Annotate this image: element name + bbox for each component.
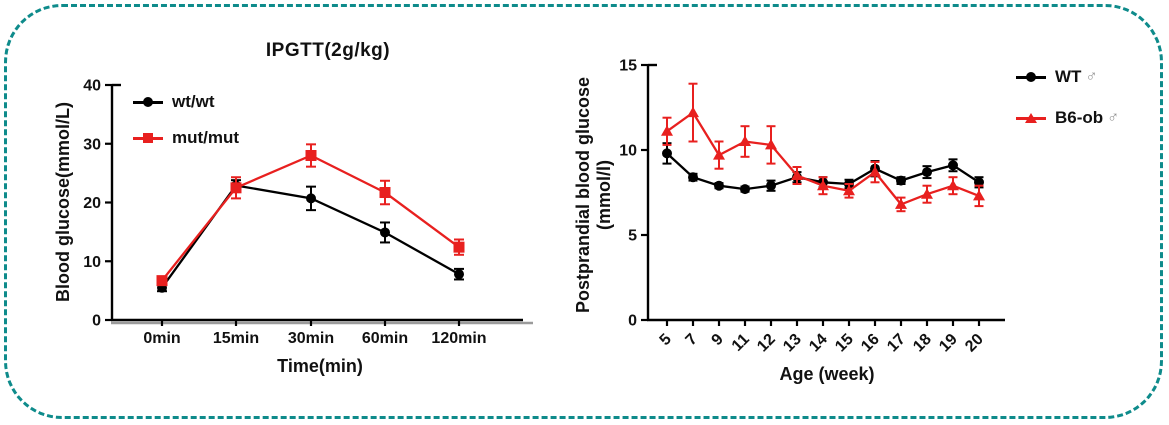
svg-text:15: 15 — [619, 58, 637, 75]
left-chart-legend: wt/wt mut/mut — [133, 92, 240, 147]
right-chart-legend: WT ♂ B6-ob ♂ — [1016, 67, 1120, 127]
legend-label-b6ob: B6-ob — [1055, 108, 1104, 127]
mutmut-series-marker-icon — [133, 130, 163, 146]
svg-text:13: 13 — [780, 331, 805, 356]
wt-series-marker-icon — [1016, 69, 1046, 85]
svg-text:16: 16 — [858, 331, 883, 356]
legend-label-wtwt: wt/wt — [172, 92, 215, 111]
male-symbol-icon: ♂ — [1085, 68, 1098, 85]
legend-item-mutmut: mut/mut — [133, 128, 240, 147]
male-symbol-icon: ♂ — [1107, 109, 1120, 126]
right-y-axis-label-line2: (mmol/l) — [594, 160, 614, 230]
svg-text:17: 17 — [884, 331, 909, 356]
left-x-axis-label: Time(min) — [277, 356, 363, 376]
svg-text:9: 9 — [709, 331, 727, 349]
svg-text:0: 0 — [92, 313, 101, 330]
legend-item-b6ob: B6-ob ♂ — [1016, 108, 1120, 127]
svg-text:18: 18 — [910, 331, 935, 356]
svg-text:5: 5 — [657, 331, 675, 349]
svg-text:15min: 15min — [213, 330, 259, 347]
svg-text:7: 7 — [683, 331, 701, 349]
svg-text:120min: 120min — [431, 330, 486, 347]
left-y-axis-label: Blood glucose(mmol/L) — [53, 102, 73, 302]
legend-item-wtwt: wt/wt — [133, 92, 239, 111]
svg-text:14: 14 — [806, 331, 831, 356]
svg-text:30: 30 — [83, 136, 101, 153]
svg-text:10: 10 — [619, 143, 637, 160]
right-y-axis-label: Postprandial blood glucose (mmol/l) — [573, 47, 615, 343]
svg-text:0min: 0min — [143, 330, 180, 347]
legend-label-wt: WT — [1055, 67, 1082, 86]
svg-text:40: 40 — [83, 78, 101, 95]
svg-text:19: 19 — [936, 331, 961, 356]
right-x-axis-label: Age (week) — [779, 364, 875, 384]
svg-text:0: 0 — [628, 313, 637, 330]
svg-text:30min: 30min — [288, 330, 334, 347]
svg-text:5: 5 — [628, 228, 637, 245]
svg-text:11: 11 — [729, 331, 753, 355]
svg-text:12: 12 — [754, 331, 779, 356]
svg-text:10: 10 — [83, 254, 101, 271]
svg-text:20: 20 — [962, 331, 987, 356]
svg-text:15: 15 — [832, 331, 857, 356]
svg-text:20: 20 — [83, 195, 101, 212]
left-chart-title: IPGTT(2g/kg) — [265, 40, 391, 61]
wtwt-series-marker-icon — [133, 94, 163, 110]
b6ob-series-marker-icon — [1016, 110, 1046, 126]
legend-item-wt: WT ♂ — [1016, 67, 1119, 86]
svg-text:60min: 60min — [362, 330, 408, 347]
right-y-axis-label-line1: Postprandial blood glucose — [573, 76, 593, 314]
legend-label-mutmut: mut/mut — [172, 128, 240, 147]
